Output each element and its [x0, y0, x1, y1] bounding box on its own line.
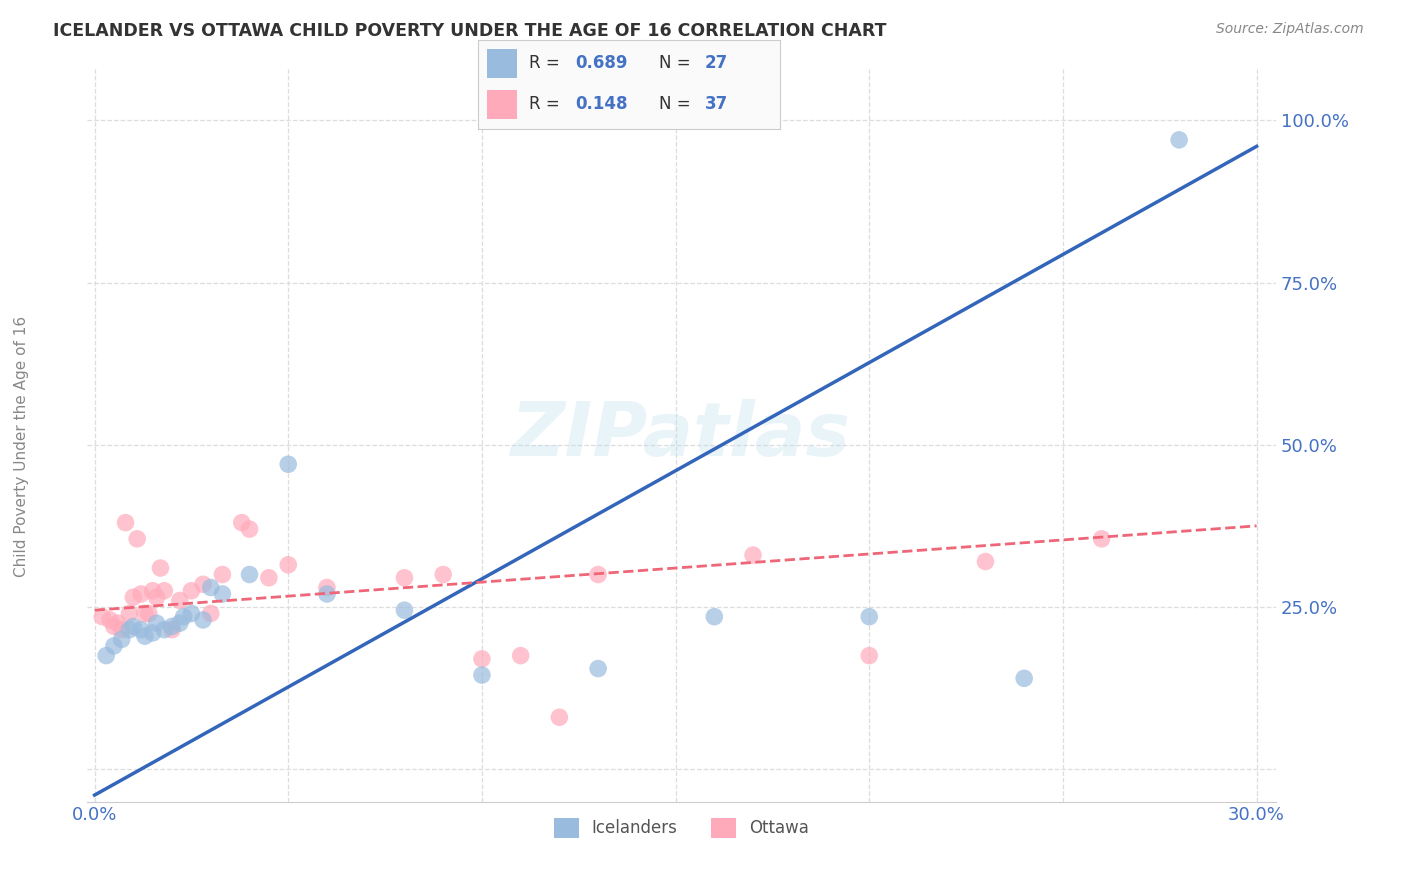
Point	[238, 522, 260, 536]
Text: Source: ZipAtlas.com: Source: ZipAtlas.com	[1216, 22, 1364, 37]
Point	[394, 571, 416, 585]
Point	[316, 581, 339, 595]
Point	[858, 648, 880, 663]
Point	[142, 583, 165, 598]
Point	[471, 668, 494, 682]
Text: 37: 37	[704, 95, 728, 113]
Text: 27: 27	[704, 54, 728, 72]
Point	[211, 567, 233, 582]
Text: 0.148: 0.148	[575, 95, 627, 113]
Point	[114, 516, 136, 530]
Point	[180, 607, 202, 621]
Point	[129, 623, 152, 637]
Point	[153, 583, 176, 598]
Point	[118, 623, 141, 637]
Point	[191, 613, 214, 627]
Point	[127, 532, 149, 546]
Point	[191, 577, 214, 591]
Point	[145, 616, 167, 631]
Point	[703, 609, 725, 624]
Point	[153, 623, 176, 637]
Point	[586, 662, 609, 676]
Point	[129, 587, 152, 601]
Point	[586, 567, 609, 582]
Point	[277, 457, 299, 471]
Text: N =: N =	[659, 95, 690, 113]
Point	[394, 603, 416, 617]
Point	[122, 619, 145, 633]
Point	[211, 587, 233, 601]
Point	[142, 626, 165, 640]
Point	[98, 613, 121, 627]
Point	[1012, 671, 1035, 685]
Point	[118, 607, 141, 621]
Point	[432, 567, 454, 582]
Point	[169, 593, 191, 607]
Point	[180, 583, 202, 598]
Point	[169, 616, 191, 631]
Point	[238, 567, 260, 582]
Point	[1091, 532, 1114, 546]
Point	[91, 609, 114, 624]
Point	[509, 648, 531, 663]
Point	[122, 591, 145, 605]
Point	[107, 616, 129, 631]
Point	[231, 516, 253, 530]
Legend: Icelanders, Ottawa: Icelanders, Ottawa	[547, 811, 815, 845]
Point	[134, 607, 156, 621]
Text: ZIPatlas: ZIPatlas	[512, 399, 852, 472]
Point	[138, 607, 160, 621]
FancyBboxPatch shape	[486, 90, 517, 119]
Point	[1168, 133, 1191, 147]
Point	[257, 571, 280, 585]
Text: ICELANDER VS OTTAWA CHILD POVERTY UNDER THE AGE OF 16 CORRELATION CHART: ICELANDER VS OTTAWA CHILD POVERTY UNDER …	[53, 22, 887, 40]
Point	[742, 548, 765, 562]
Text: 0.689: 0.689	[575, 54, 627, 72]
Point	[145, 591, 167, 605]
Text: R =: R =	[530, 95, 560, 113]
Point	[96, 648, 118, 663]
Text: Child Poverty Under the Age of 16: Child Poverty Under the Age of 16	[14, 316, 28, 576]
Text: N =: N =	[659, 54, 690, 72]
Text: R =: R =	[530, 54, 560, 72]
Point	[974, 555, 997, 569]
Point	[858, 609, 880, 624]
Point	[316, 587, 339, 601]
FancyBboxPatch shape	[486, 49, 517, 78]
Point	[134, 629, 156, 643]
Point	[277, 558, 299, 572]
Point	[160, 619, 183, 633]
Point	[111, 623, 134, 637]
Point	[103, 639, 125, 653]
Point	[111, 632, 134, 647]
Point	[160, 623, 183, 637]
Point	[103, 619, 125, 633]
Point	[200, 607, 222, 621]
Point	[471, 652, 494, 666]
Point	[173, 609, 195, 624]
Point	[548, 710, 571, 724]
Point	[200, 581, 222, 595]
Point	[149, 561, 172, 575]
